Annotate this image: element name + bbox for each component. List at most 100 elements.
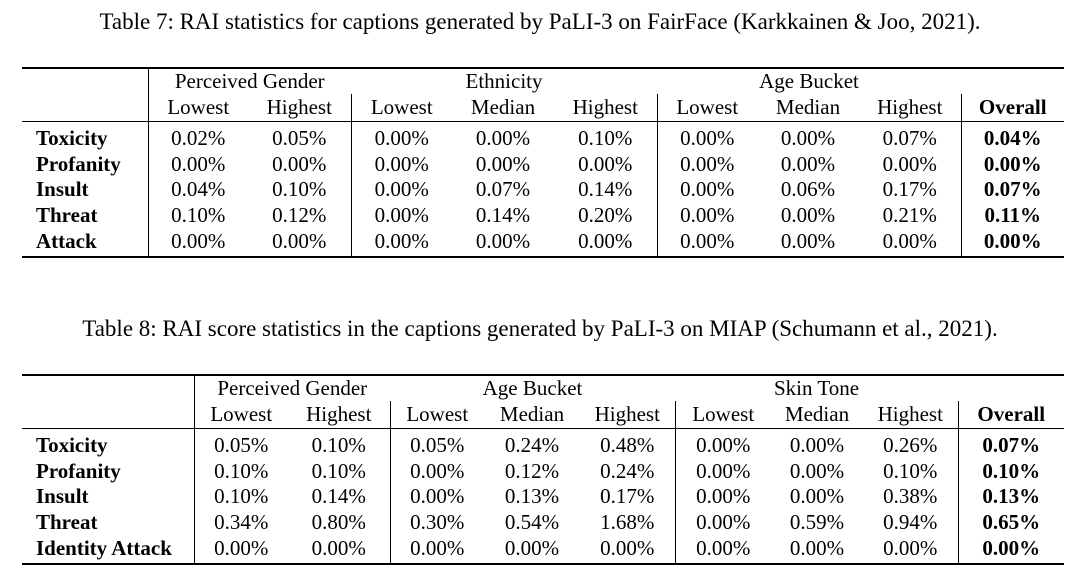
table8-row-label: Insult	[36, 484, 89, 509]
table8-row-label: Identity Attack	[36, 535, 172, 560]
table8-cell: 0.00%	[674, 428, 771, 459]
table7-cell: 0.00%	[882, 228, 937, 253]
table8-cell: 0.00%	[193, 535, 288, 564]
table-row: Identity Attack 0.00% 0.00% 0.00% 0.00% …	[22, 535, 1064, 564]
table8-cell: 0.00%	[883, 535, 938, 560]
table-row: Insult 0.04% 0.10% 0.00% 0.07% 0.14% 0.0…	[22, 177, 1064, 203]
table8-cell: 0.05%	[389, 428, 484, 459]
table8-cell: 0.10%	[193, 458, 288, 485]
table7-cell-overall: 0.04%	[960, 121, 1064, 152]
table7-cell: 0.00%	[475, 126, 531, 151]
table7-cell: 0.00%	[780, 203, 836, 228]
table-row: Toxicity 0.02% 0.05% 0.00% 0.00% 0.10% 0…	[22, 121, 1064, 152]
table8-cell: 0.10%	[193, 484, 288, 510]
table8-caption: Table 8: RAI score statistics in the cap…	[82, 316, 998, 341]
table-row: Toxicity 0.05% 0.10% 0.05% 0.24% 0.48% 0…	[22, 428, 1064, 459]
table7-subheader-overall: Overall	[960, 94, 1064, 122]
table7-cell: 0.00%	[656, 121, 757, 152]
table8-cell: 0.00%	[789, 535, 845, 560]
table8-row-label: Toxicity	[36, 433, 108, 458]
table8-cell: 0.00%	[389, 535, 484, 564]
table7-cell: 0.00%	[780, 126, 836, 151]
table8-row-label: Threat	[36, 510, 98, 535]
table8-cell: 0.14%	[311, 484, 366, 509]
table8-cell: 0.10%	[311, 458, 366, 483]
table8-subheader: Highest	[580, 401, 675, 429]
table7-row-label: Toxicity	[36, 126, 108, 151]
table7-row-label: Insult	[36, 177, 89, 202]
table8-cell: 0.00%	[674, 484, 771, 510]
table7-subheader: Lowest	[147, 94, 248, 122]
table8-cell-overall: 0.65%	[957, 509, 1064, 536]
table-row: Threat 0.10% 0.12% 0.00% 0.14% 0.20% 0.0…	[22, 202, 1064, 229]
table8-cell: 0.00%	[789, 433, 845, 458]
table8-subheader: Highest	[288, 401, 390, 429]
table8-row-label: Profanity	[36, 458, 121, 483]
table7-cell: 0.17%	[882, 177, 937, 202]
table7-cell: 0.00%	[578, 151, 633, 176]
table8-cell: 0.00%	[389, 458, 484, 485]
table8-cell-overall: 0.00%	[957, 535, 1064, 564]
table8-cell: 0.05%	[193, 428, 288, 459]
table8-cell: 0.24%	[504, 433, 560, 458]
table8-group-header-row: Perceived Gender Age Bucket Skin Tone	[22, 375, 1064, 401]
table7-cell: 0.14%	[475, 203, 531, 228]
table8-cell: 0.12%	[504, 458, 560, 483]
table7-cell: 0.00%	[780, 228, 836, 253]
table8-cell: 0.00%	[674, 535, 771, 564]
table8-group-header: Age Bucket	[482, 376, 583, 400]
table8-cell-overall: 0.13%	[957, 484, 1064, 510]
table8-cell: 0.00%	[504, 535, 560, 560]
table8-cell: 0.54%	[504, 510, 560, 535]
table-row: Insult 0.10% 0.14% 0.00% 0.13% 0.17% 0.0…	[22, 484, 1064, 510]
table7-cell: 0.07%	[882, 126, 937, 151]
table7-cell: 0.00%	[578, 228, 633, 253]
table7-cell: 0.00%	[272, 228, 327, 253]
table8-cell: 0.00%	[789, 484, 845, 509]
table8-subheader: Median	[484, 401, 580, 429]
table7-group-header: Perceived Gender	[147, 68, 351, 94]
table8-subheader-row: Lowest Highest Lowest Median Highest Low…	[22, 401, 1064, 429]
table8-cell: 0.10%	[311, 433, 366, 458]
table7-cell: 0.20%	[578, 203, 633, 228]
table7-caption: Table 7: RAI statistics for captions gen…	[99, 9, 981, 34]
table7-cell: 0.00%	[780, 151, 836, 176]
table-row: Profanity 0.00% 0.00% 0.00% 0.00% 0.00% …	[22, 151, 1064, 178]
table7-cell: 0.10%	[272, 177, 327, 202]
table7-group-header-row: Perceived Gender Ethnicity Age Bucket	[22, 68, 1064, 94]
table7-cell: 0.00%	[475, 151, 531, 176]
table8-cell-overall: 0.10%	[957, 458, 1064, 485]
table7-cell: 0.10%	[578, 126, 633, 151]
table-row: Attack 0.00% 0.00% 0.00% 0.00% 0.00% 0.0…	[22, 228, 1064, 257]
table7-cell: 0.00%	[350, 121, 452, 152]
table7-cell: 0.00%	[882, 151, 937, 176]
table7-cell-overall: 0.07%	[960, 177, 1064, 203]
table7-cell: 0.00%	[656, 228, 757, 257]
table7-cell-overall: 0.11%	[960, 202, 1064, 229]
table8-cell: 0.30%	[389, 509, 484, 536]
table-row: Threat 0.34% 0.80% 0.30% 0.54% 1.68% 0.0…	[22, 509, 1064, 536]
table8-subheader: Lowest	[674, 401, 771, 429]
table8-cell: 0.00%	[674, 509, 771, 536]
table8-cell: 0.00%	[600, 535, 655, 560]
table7-cell: 0.00%	[656, 151, 757, 178]
table7-cell: 0.06%	[780, 177, 836, 202]
table7-cell: 0.07%	[475, 177, 531, 202]
table8-cell: 0.80%	[311, 510, 366, 535]
table8-cell: 0.26%	[883, 433, 938, 458]
table7-cell: 0.21%	[882, 203, 937, 228]
table8-cell: 0.00%	[389, 484, 484, 510]
table7-cell: 0.00%	[272, 151, 327, 176]
table7-subheader: Highest	[248, 94, 351, 122]
table7-row-label: Profanity	[36, 151, 121, 176]
table8-subheader-overall: Overall	[957, 401, 1064, 429]
table7-group-header: Age Bucket	[759, 69, 859, 93]
table8: Perceived Gender Age Bucket Skin Tone Lo…	[22, 374, 1064, 565]
table7-cell: 0.04%	[147, 177, 248, 203]
table7-cell: 0.02%	[147, 121, 248, 152]
table8-cell: 0.24%	[600, 458, 655, 483]
table8-cell: 0.00%	[789, 458, 845, 483]
table8-cell: 0.00%	[674, 458, 771, 485]
table8-cell: 0.00%	[311, 535, 366, 560]
table7-cell: 0.00%	[350, 202, 452, 229]
